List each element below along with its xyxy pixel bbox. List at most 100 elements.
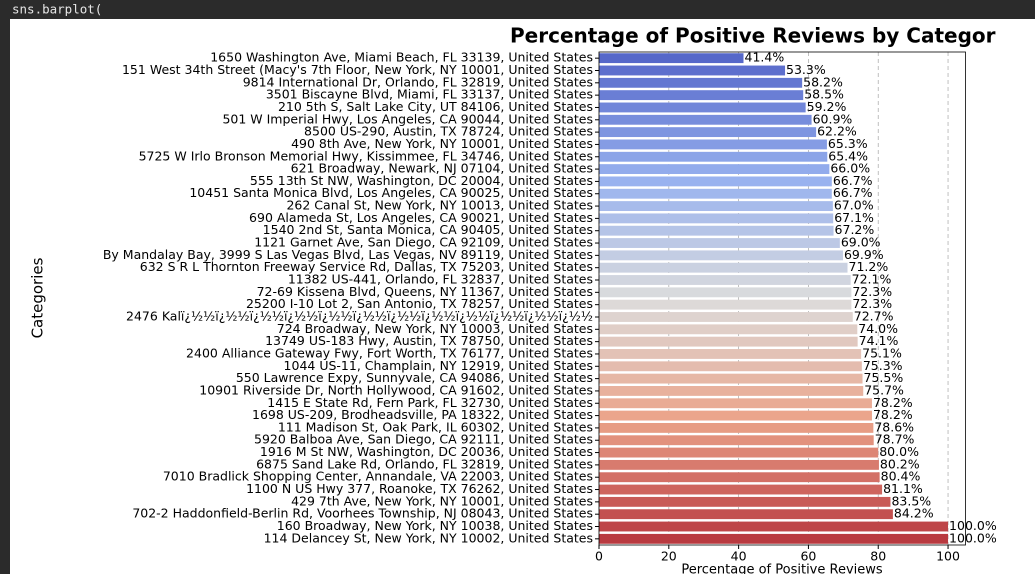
- bar: [599, 349, 862, 359]
- value-label: 75.7%: [864, 382, 904, 397]
- x-tick-label: 100: [936, 549, 960, 564]
- y-tick-label: 160 Broadway, New York, NY 10038, United…: [277, 518, 593, 533]
- value-label: 67.0%: [834, 198, 874, 213]
- value-label: 67.1%: [834, 210, 874, 225]
- y-tick-label: 10451 Santa Monica Blvd, Los Angeles, CA…: [189, 185, 593, 200]
- bar: [599, 188, 832, 199]
- value-label: 100.0%: [949, 518, 997, 533]
- y-tick-label: 10901 Riverside Dr, North Hollywood, CA …: [199, 382, 593, 397]
- value-label: 100.0%: [949, 530, 997, 545]
- y-tick-label: 7010 Bradlick Shopping Center, Annandale…: [163, 469, 593, 484]
- value-label: 74.1%: [859, 333, 899, 348]
- y-tick-label: 1650 Washington Ave, Miami Beach, FL 331…: [210, 50, 593, 65]
- y-tick-label: 13749 US-183 Hwy, Austin, TX 78750, Unit…: [265, 333, 593, 348]
- y-tick-label: 2400 Alliance Gateway Fwy, Fort Worth, T…: [186, 345, 593, 360]
- value-label: 78.2%: [873, 395, 913, 410]
- bar: [599, 373, 863, 384]
- x-axis-label: Percentage of Positive Reviews: [681, 563, 883, 574]
- y-tick-label: 501 W Imperial Hwy, Los Angeles, CA 9004…: [222, 111, 593, 126]
- value-label: 66.7%: [833, 185, 873, 200]
- y-tick-label: 8500 US-290, Austin, TX 78724, United St…: [304, 124, 593, 139]
- y-tick-label: 5920 Balboa Ave, San Diego, CA 92111, Un…: [254, 432, 593, 447]
- bar: [599, 410, 872, 421]
- bar: [599, 533, 949, 544]
- bar: [599, 447, 879, 458]
- bar: [599, 201, 833, 211]
- value-label: 75.3%: [863, 358, 903, 373]
- bar: [599, 472, 880, 483]
- bar: [599, 287, 852, 298]
- value-label: 83.5%: [891, 493, 931, 508]
- y-tick-label: 111 Madison St, Oak Park, IL 60302, Unit…: [278, 419, 593, 434]
- y-tick-label: 632 S R L Thornton Freeway Service Rd, D…: [140, 259, 593, 274]
- y-tick-label: 3501 Biscayne Blvd, Miami, FL 33137, Uni…: [266, 87, 593, 102]
- y-tick-label: 72-69 Kissena Blvd, Queens, NY 11367, Un…: [257, 284, 593, 299]
- value-label: 72.3%: [852, 296, 892, 311]
- value-label: 72.7%: [854, 308, 894, 323]
- y-tick-label: 724 Broadway, New York, NY 10003, United…: [277, 321, 593, 336]
- value-label: 69.0%: [841, 235, 881, 250]
- x-tick-label: 20: [661, 549, 677, 564]
- value-label: 65.4%: [828, 148, 868, 163]
- bar: [599, 509, 893, 520]
- bar: [599, 398, 872, 409]
- code-text: sns.barplot(: [12, 2, 102, 17]
- value-label: 78.2%: [873, 407, 913, 422]
- bar: [599, 139, 827, 150]
- y-tick-label: 490 8th Ave, New York, NY 10001, United …: [291, 136, 593, 151]
- bar: [599, 484, 883, 495]
- y-tick-label: 25200 I-10 Lot 2, San Antonio, TX 78257,…: [246, 296, 593, 311]
- y-tick-label: 210 5th S, Salt Lake City, UT 84106, Uni…: [278, 99, 593, 114]
- bar: [599, 53, 744, 64]
- y-tick-label: 621 Broadway, Newark, NJ 07104, United S…: [291, 161, 593, 176]
- bar: [599, 65, 786, 76]
- bar: [599, 127, 817, 138]
- value-label: 72.1%: [852, 272, 892, 287]
- value-label: 71.2%: [849, 259, 889, 274]
- value-label: 65.3%: [828, 136, 868, 151]
- bar: [599, 521, 949, 532]
- bar: [599, 102, 806, 113]
- value-label: 53.3%: [786, 62, 826, 77]
- value-label: 72.3%: [852, 284, 892, 299]
- value-label: 81.1%: [883, 481, 923, 496]
- value-label: 80.4%: [881, 469, 921, 484]
- y-tick-label: 2476 Kalï¿½½ï¿½½ï¿½½ï¿½½ï¿½½ï¿½½ï¿½½ï¿½½…: [126, 308, 593, 323]
- value-label: 78.6%: [874, 419, 914, 434]
- y-tick-label: 5725 W Irlo Bronson Memorial Hwy, Kissim…: [139, 148, 593, 163]
- value-label: 59.2%: [807, 99, 847, 114]
- bar: [599, 361, 862, 372]
- value-label: 75.5%: [864, 370, 904, 385]
- value-label: 84.2%: [894, 506, 934, 521]
- y-tick-label: 11382 US-441, Orlando, FL 32837, United …: [288, 272, 593, 287]
- value-label: 75.1%: [862, 345, 902, 360]
- y-tick-label: 429 7th Ave, New York, NY 10001, United …: [291, 493, 593, 508]
- y-tick-label: 555 13th St NW, Washington, DC 20004, Un…: [250, 173, 593, 188]
- bar: [599, 90, 804, 101]
- value-label: 66.7%: [833, 173, 873, 188]
- y-tick-label: 1100 N US Hwy 377, Roanoke, TX 76262, Un…: [246, 481, 593, 496]
- bar: [599, 386, 864, 396]
- x-tick-label: 80: [870, 549, 886, 564]
- bar: [599, 164, 830, 175]
- bar: [599, 114, 812, 125]
- y-tick-label: 1698 US-209, Brodheadsville, PA 18322, U…: [252, 407, 593, 422]
- y-tick-label: 702-2 Haddonfield-Berlin Rd, Voorhees To…: [132, 506, 593, 521]
- value-label: 69.9%: [844, 247, 884, 262]
- plot-frame: [598, 51, 966, 546]
- y-tick-label: 1916 M St NW, Washington, DC 20036, Unit…: [260, 444, 593, 459]
- chart-title: Percentage of Positive Reviews by Catego…: [510, 24, 996, 48]
- bar: [599, 262, 848, 273]
- y-tick-label: 1415 E State Rd, Fern Park, FL 32730, Un…: [267, 395, 593, 410]
- y-tick-label: 550 Lawrence Expy, Sunnyvale, CA 94086, …: [236, 370, 593, 385]
- value-label: 62.2%: [817, 124, 857, 139]
- bar: [599, 422, 874, 433]
- x-tick-label: 60: [800, 549, 816, 564]
- bar: [599, 225, 834, 236]
- bar: [599, 250, 843, 261]
- bar: [599, 213, 834, 224]
- y-tick-label: 262 Canal St, New York, NY 10013, United…: [286, 198, 593, 213]
- bar: [599, 459, 879, 470]
- bar: [599, 77, 803, 88]
